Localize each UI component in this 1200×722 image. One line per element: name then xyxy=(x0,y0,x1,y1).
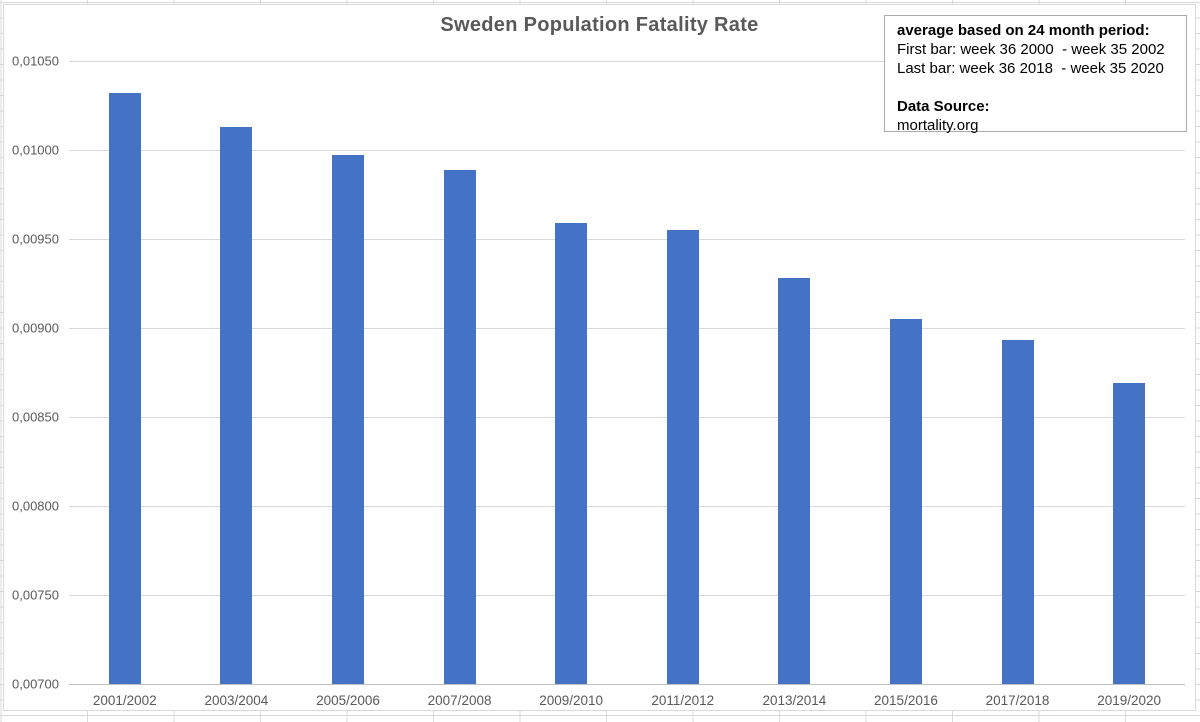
category-slot: 2007/2008 xyxy=(404,61,516,708)
y-axis-tick-label: 0,00700 xyxy=(12,676,59,692)
gridline xyxy=(69,61,1185,62)
category-slot: 2003/2004 xyxy=(181,61,293,708)
bar-2015-2016 xyxy=(889,319,922,684)
gridline xyxy=(69,417,1185,418)
bar-2003-2004 xyxy=(220,126,253,684)
category-slot: 2013/2014 xyxy=(739,61,851,708)
category-slot: 2001/2002 xyxy=(69,61,181,708)
category-slot: 2015/2016 xyxy=(850,61,962,708)
x-axis-category-label: 2001/2002 xyxy=(92,693,157,708)
bar-2019-2020 xyxy=(1113,383,1146,684)
x-axis-category-label: 2019/2020 xyxy=(1097,693,1162,708)
y-axis-tick-label: 0,01050 xyxy=(12,53,59,69)
x-axis-category-label: 2005/2006 xyxy=(316,693,380,708)
bar-2011-2012 xyxy=(666,230,699,684)
gridline xyxy=(69,239,1185,240)
y-axis-tick-label: 0,00750 xyxy=(12,587,59,603)
annotation-box: average based on 24 month period: First … xyxy=(884,15,1187,134)
gridline xyxy=(69,150,1185,151)
bar-series: 2001/2002 2003/2004 2005/2006 2007/2008 2009… xyxy=(69,61,1185,708)
plot-area: 0,01050 0,01000 0,00950 0,00900 0,00850 0,008… xyxy=(12,54,1185,708)
category-slot: 2011/2012 xyxy=(627,61,739,708)
gridline xyxy=(69,328,1185,329)
gridline xyxy=(69,595,1185,596)
x-axis-category-label: 2007/2008 xyxy=(427,693,492,708)
annotation-last-bar-note: Last bar: week 36 2018 - week 35 2020 xyxy=(897,60,1164,77)
x-axis-category-label: 2009/2010 xyxy=(539,693,604,708)
bar-2007-2008 xyxy=(443,169,476,684)
bar-2017-2018 xyxy=(1001,340,1034,684)
x-axis-category-label: 2013/2014 xyxy=(762,693,827,708)
bar-2013-2014 xyxy=(778,278,811,684)
chart-panel: Sweden Population Fatality Rate 0,01050 0… xyxy=(3,4,1196,711)
category-slot: 2005/2006 xyxy=(292,61,404,708)
category-slot: 2009/2010 xyxy=(515,61,627,708)
bar-2005-2006 xyxy=(331,155,364,684)
y-axis-tick-label: 0,00800 xyxy=(12,498,59,514)
x-axis-category-label: 2011/2012 xyxy=(651,693,715,708)
gridline xyxy=(69,506,1185,507)
annotation-heading: average based on 24 month period: xyxy=(897,22,1150,39)
annotation-spacer xyxy=(897,78,1178,97)
annotation-first-bar-note: First bar: week 36 2000 - week 35 2002 xyxy=(897,41,1165,58)
y-axis-tick-label: 0,00900 xyxy=(12,320,59,336)
x-axis-category-label: 2003/2004 xyxy=(204,693,269,708)
bar-2001-2002 xyxy=(108,93,141,684)
bar-2009-2010 xyxy=(555,222,588,684)
chart-title: Sweden Population Fatality Rate xyxy=(440,14,759,36)
annotation-data-source-value: mortality.org xyxy=(897,117,979,134)
x-axis-category-label: 2017/2018 xyxy=(985,693,1050,708)
category-slot: 2017/2018 xyxy=(962,61,1074,708)
y-axis-tick-label: 0,00950 xyxy=(12,231,59,247)
y-axis-tick-label: 0,00850 xyxy=(12,409,59,425)
category-slot: 2019/2020 xyxy=(1073,61,1185,708)
y-axis-tick-label: 0,01000 xyxy=(12,142,59,158)
annotation-data-source-label: Data Source: xyxy=(897,98,990,115)
x-axis-category-label: 2015/2016 xyxy=(874,693,938,708)
